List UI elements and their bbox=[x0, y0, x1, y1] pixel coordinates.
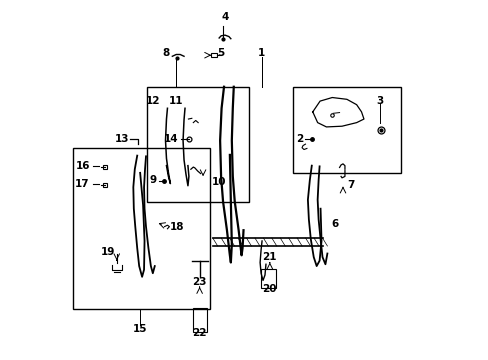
Text: 1: 1 bbox=[257, 48, 264, 58]
Bar bbox=[293, 87, 400, 173]
Text: 21: 21 bbox=[262, 252, 277, 262]
Text: 20: 20 bbox=[262, 284, 277, 294]
Text: 6: 6 bbox=[331, 219, 338, 229]
Bar bbox=[211, 53, 217, 57]
Text: 13: 13 bbox=[114, 134, 129, 144]
Text: 11: 11 bbox=[169, 96, 183, 106]
Text: 10: 10 bbox=[211, 177, 226, 187]
Text: 17: 17 bbox=[75, 179, 90, 189]
Text: 3: 3 bbox=[376, 96, 383, 106]
Text: 22: 22 bbox=[192, 328, 206, 338]
Text: 23: 23 bbox=[192, 277, 206, 287]
Bar bbox=[261, 269, 275, 288]
Text: 16: 16 bbox=[75, 161, 90, 171]
Text: 19: 19 bbox=[101, 247, 115, 257]
Text: 15: 15 bbox=[132, 324, 146, 334]
Text: 7: 7 bbox=[346, 180, 354, 190]
Text: 2: 2 bbox=[296, 134, 303, 144]
Bar bbox=[192, 308, 207, 332]
Bar bbox=[147, 87, 249, 202]
Text: 4: 4 bbox=[221, 12, 228, 22]
Text: 5: 5 bbox=[217, 48, 224, 58]
Text: 12: 12 bbox=[145, 96, 160, 106]
Text: 14: 14 bbox=[163, 134, 178, 144]
Text: 9: 9 bbox=[149, 175, 156, 185]
Text: 8: 8 bbox=[162, 48, 169, 58]
Bar bbox=[73, 148, 210, 309]
Text: 18: 18 bbox=[170, 222, 184, 231]
